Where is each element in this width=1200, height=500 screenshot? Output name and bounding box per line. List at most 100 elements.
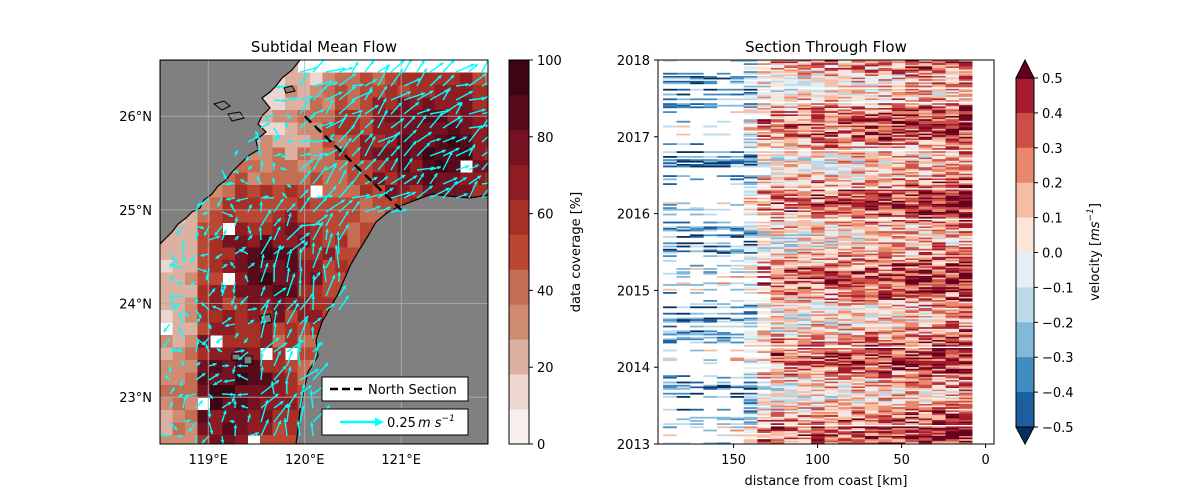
flow-vector-head — [408, 158, 413, 163]
velocity-cell — [891, 140, 906, 142]
velocity-cell — [770, 226, 785, 229]
velocity-cell — [810, 119, 825, 121]
velocity-cell — [864, 135, 879, 137]
velocity-cell — [824, 184, 839, 187]
flow-vector — [299, 368, 320, 381]
velocity-cell — [945, 362, 960, 365]
velocity-cell — [797, 186, 812, 189]
velocity-cell — [837, 100, 852, 102]
velocity-cell — [743, 336, 758, 339]
velocity-cell — [931, 220, 946, 222]
velocity-cell — [743, 191, 758, 193]
velocity-cell — [757, 104, 771, 107]
velocity-cell — [810, 256, 825, 259]
velocity-cell — [931, 280, 946, 283]
velocity-cell — [891, 172, 906, 174]
velocity-cell — [878, 93, 892, 96]
velocity-cell — [770, 311, 785, 313]
velocity-cell — [918, 360, 933, 363]
flow-vector-head — [426, 108, 431, 113]
coverage-cell — [472, 97, 486, 111]
velocity-cell — [891, 175, 906, 177]
coverage-cell — [335, 122, 348, 136]
flow-vector-head — [224, 323, 229, 328]
velocity-cell — [904, 282, 919, 285]
flow-vector-head — [332, 186, 337, 190]
velocity-cell — [958, 76, 973, 78]
velocity-cell — [931, 141, 946, 144]
flow-vector-head — [190, 281, 195, 286]
velocity-cell — [663, 252, 677, 254]
velocity-cell — [851, 352, 865, 355]
velocity-cell — [878, 114, 892, 117]
velocity-cell — [878, 152, 892, 155]
velocity-cell — [878, 82, 892, 85]
flow-vector-head — [328, 256, 333, 261]
velocity-cell — [891, 280, 906, 283]
velocity-cell — [784, 255, 798, 257]
velocity-cell — [824, 106, 839, 109]
velocity-cell — [676, 165, 691, 168]
velocity-cell — [931, 183, 946, 185]
coverage-cell — [285, 197, 298, 211]
velocity-cell — [770, 215, 785, 217]
flow-vector-head — [458, 102, 463, 107]
velocity-cell — [757, 106, 771, 109]
velocity-cell — [810, 72, 825, 75]
flow-vector-head — [282, 287, 287, 292]
velocity-cell — [810, 100, 825, 102]
velocity-cell — [851, 290, 865, 293]
velocity-cell — [918, 116, 933, 118]
velocity-cell — [770, 69, 785, 72]
velocity-cell — [810, 271, 825, 273]
coverage-cell — [197, 235, 211, 248]
velocity-cell — [770, 239, 785, 241]
flow-vector-head — [265, 122, 270, 127]
velocity-cell — [864, 68, 879, 70]
velocity-cell — [784, 69, 798, 72]
velocity-cell — [824, 285, 839, 288]
velocity-cell — [958, 84, 973, 86]
velocity-cell — [891, 88, 906, 91]
velocity-cell — [837, 204, 852, 206]
velocity-cell — [851, 82, 865, 85]
velocity-cell — [837, 208, 852, 211]
coverage-cell — [222, 310, 236, 323]
velocity-cell — [851, 263, 865, 265]
velocity-cell — [958, 292, 973, 294]
velocity-cell — [851, 69, 865, 72]
flow-vector-head — [293, 393, 297, 398]
velocity-cell — [757, 164, 771, 166]
velocity-cell — [904, 336, 919, 339]
velocity-cell — [730, 151, 744, 153]
velocity-cell — [663, 260, 677, 262]
velocity-cell — [931, 340, 946, 342]
velocity-cell — [663, 151, 677, 153]
velocity-cell — [918, 168, 933, 171]
velocity-cell — [757, 98, 771, 101]
velocity-cell — [945, 95, 960, 97]
flow-vector — [286, 273, 296, 297]
velocity-cell — [784, 343, 798, 345]
velocity-cell — [824, 204, 839, 206]
flow-vector-head — [233, 400, 238, 405]
velocity-cell — [797, 341, 812, 344]
velocity-cell — [797, 68, 812, 70]
velocity-cell — [757, 236, 771, 238]
velocity-cell — [797, 140, 812, 142]
flow-vector-head — [270, 381, 275, 385]
flow-vector-head — [259, 161, 264, 165]
velocity-cell — [918, 98, 933, 101]
velocity-cell — [770, 141, 785, 144]
velocity-cell — [918, 247, 933, 249]
velocity-cell — [931, 266, 946, 269]
velocity-cell — [824, 124, 839, 126]
velocity-cell — [797, 175, 812, 177]
velocity-cell — [757, 183, 771, 185]
island-1 — [212, 100, 231, 111]
velocity-cell — [824, 72, 839, 75]
velocity-cell — [810, 280, 825, 283]
velocity-cell — [958, 197, 973, 200]
velocity-cell — [891, 208, 906, 211]
flow-vector-head — [264, 116, 269, 120]
